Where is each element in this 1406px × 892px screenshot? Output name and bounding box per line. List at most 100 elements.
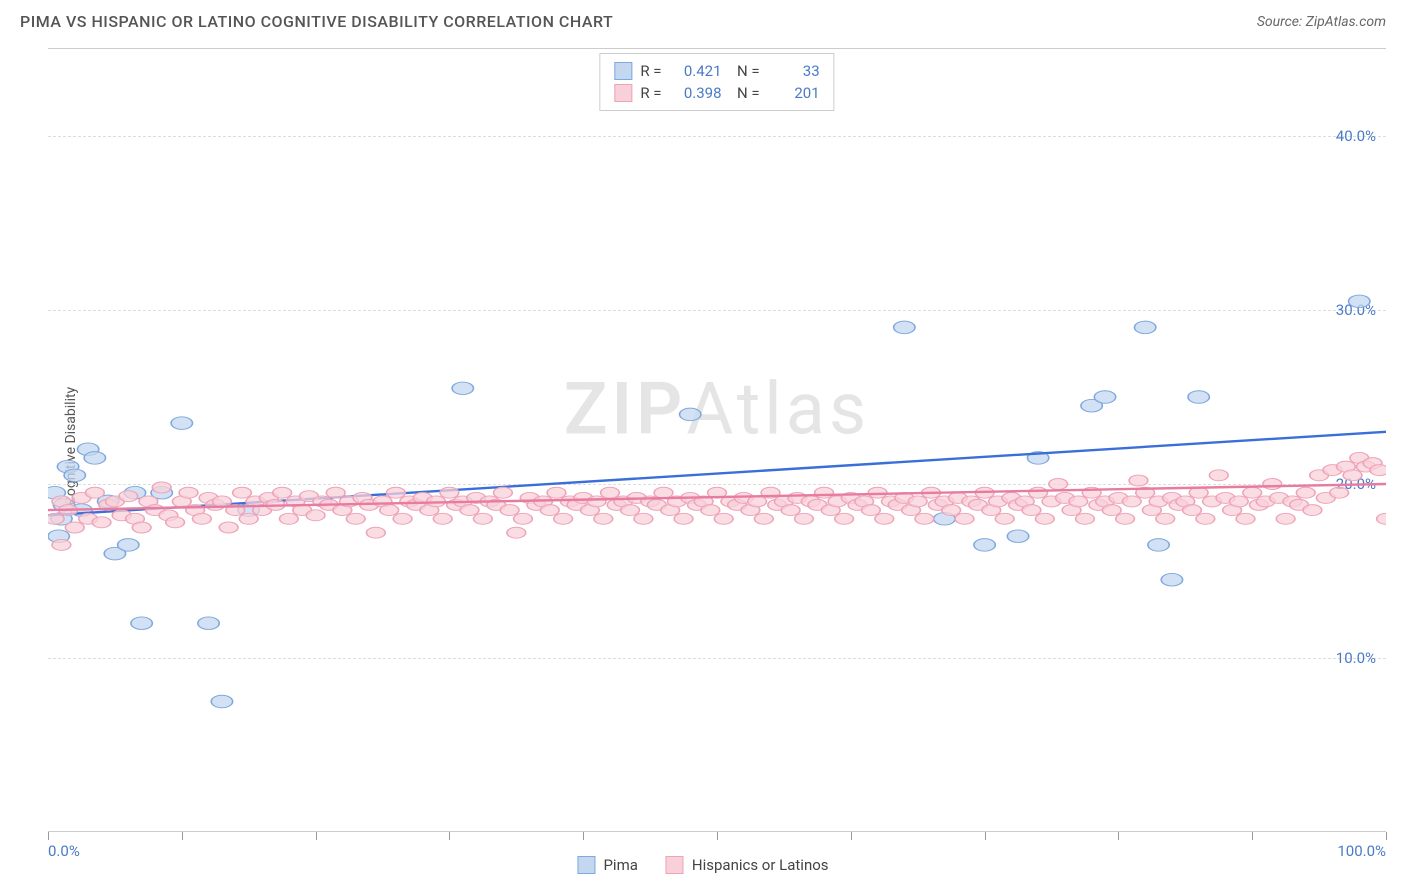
x-tick [182, 832, 183, 840]
scatter-point [815, 487, 834, 498]
legend-swatch-icon [614, 84, 632, 102]
scatter-point [1134, 321, 1155, 334]
scatter-point [862, 505, 881, 516]
scatter-point [587, 496, 606, 507]
scatter-point [393, 513, 412, 524]
scatter-point [48, 513, 64, 524]
x-tick [48, 832, 49, 840]
correlation-row: R = 0.421 N = 33 [614, 60, 819, 82]
scatter-point [1243, 487, 1262, 498]
scatter-point [835, 513, 854, 524]
scatter-point [213, 496, 232, 507]
scatter-point [452, 382, 473, 395]
scatter-point [1069, 496, 1088, 507]
scatter-point [273, 487, 292, 498]
scatter-point [795, 513, 814, 524]
scatter-point [1148, 539, 1169, 552]
scatter-point [942, 505, 961, 516]
scatter-point [52, 539, 71, 550]
chart-title: PIMA VS HISPANIC OR LATINO COGNITIVE DIS… [20, 12, 613, 31]
x-tick [1386, 832, 1387, 840]
r-label: R = [640, 84, 661, 102]
scatter-point [1116, 513, 1135, 524]
scatter-point [554, 513, 573, 524]
n-label: N = [730, 84, 760, 102]
correlation-box: R = 0.421 N = 33 R = 0.398 N = 201 [599, 53, 834, 111]
series-legend: Pima Hispanics or Latinos [577, 856, 828, 874]
scatter-point [64, 469, 85, 482]
scatter-point [1276, 513, 1295, 524]
scatter-point [875, 513, 894, 524]
legend-item: Pima [577, 856, 637, 874]
scatter-point [674, 513, 693, 524]
x-tick [985, 832, 986, 840]
scatter-point [1303, 505, 1322, 516]
scatter-point [601, 487, 620, 498]
n-label: N = [730, 62, 760, 80]
scatter-point [908, 496, 927, 507]
scatter-point [1156, 513, 1175, 524]
scatter-point [494, 487, 513, 498]
scatter-point [1263, 479, 1282, 490]
scatter-point [894, 321, 915, 334]
scatter-point [387, 487, 406, 498]
scatter-point [1343, 470, 1362, 481]
scatter-point [1129, 475, 1148, 486]
legend-label: Pima [603, 856, 637, 874]
scatter-point [118, 539, 139, 552]
n-value: 33 [768, 62, 820, 80]
scatter-point [65, 522, 84, 533]
x-tick [583, 832, 584, 840]
scatter-point [1122, 496, 1141, 507]
scatter-point [781, 505, 800, 516]
scatter-point [1076, 513, 1095, 524]
scatter-point [500, 505, 519, 516]
legend-swatch-icon [614, 62, 632, 80]
scatter-point [1035, 513, 1054, 524]
scatter-point [211, 695, 232, 708]
scatter-point [152, 482, 171, 493]
r-value: 0.421 [670, 62, 722, 80]
correlation-row: R = 0.398 N = 201 [614, 82, 819, 104]
scatter-point [514, 513, 533, 524]
scatter-point [1229, 496, 1248, 507]
r-label: R = [640, 62, 661, 80]
x-tick [1118, 832, 1119, 840]
scatter-point [955, 513, 974, 524]
n-value: 201 [768, 84, 820, 102]
scatter-plot [48, 49, 1386, 832]
legend-item: Hispanics or Latinos [666, 856, 829, 874]
scatter-point [131, 617, 152, 630]
scatter-point [1161, 573, 1182, 586]
scatter-point [714, 513, 733, 524]
scatter-point [995, 513, 1014, 524]
scatter-point [460, 505, 479, 516]
scatter-point [634, 513, 653, 524]
scatter-point [171, 417, 192, 430]
scatter-point [1188, 391, 1209, 404]
scatter-point [193, 513, 212, 524]
scatter-point [473, 513, 492, 524]
x-tick [717, 832, 718, 840]
scatter-point [92, 517, 111, 528]
scatter-point [1094, 391, 1115, 404]
scatter-point [346, 513, 365, 524]
legend-swatch-icon [666, 856, 684, 874]
scatter-point [974, 539, 995, 552]
x-tick [316, 832, 317, 840]
legend-label: Hispanics or Latinos [692, 856, 829, 874]
scatter-point [239, 513, 258, 524]
scatter-point [1296, 487, 1315, 498]
scatter-point [594, 513, 613, 524]
x-tick [851, 832, 852, 840]
scatter-point [1330, 487, 1349, 498]
scatter-point [654, 487, 673, 498]
scatter-point [1196, 513, 1215, 524]
scatter-point [380, 505, 399, 516]
chart-header: PIMA VS HISPANIC OR LATINO COGNITIVE DIS… [0, 0, 1406, 39]
scatter-point [1377, 513, 1386, 524]
x-axis-min-label: 0.0% [48, 842, 80, 860]
scatter-point [326, 487, 345, 498]
scatter-point [1022, 505, 1041, 516]
scatter-point [179, 487, 198, 498]
